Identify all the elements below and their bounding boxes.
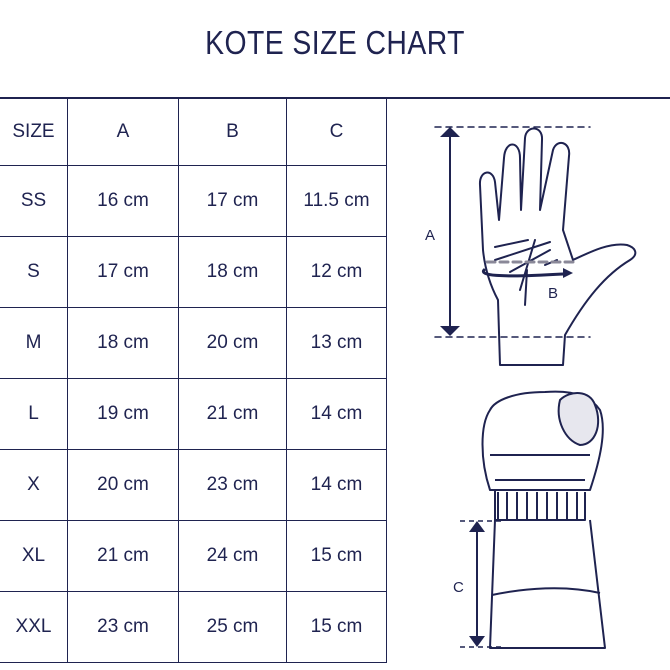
size-cell: SS: [0, 165, 68, 237]
table-row: M 18 cm 20 cm 13 cm: [0, 307, 387, 379]
b-cell: 17 cm: [178, 165, 287, 237]
table-row: XXL 23 cm 25 cm 15 cm: [0, 591, 387, 663]
size-cell: L: [0, 378, 68, 450]
c-cell: 13 cm: [286, 307, 387, 379]
size-table: SIZE A B C SS 16 cm 17 cm 11.5 cm S 17 cm 18 c…: [0, 98, 387, 663]
label-a: A: [425, 227, 435, 244]
b-cell: 24 cm: [178, 520, 287, 592]
c-cell: 11.5 cm: [286, 165, 387, 237]
c-cell: 12 cm: [286, 236, 387, 308]
b-cell: 23 cm: [178, 449, 287, 521]
size-cell: M: [0, 307, 68, 379]
b-cell: 25 cm: [178, 591, 287, 663]
a-cell: 23 cm: [67, 591, 179, 663]
label-b: B: [548, 285, 558, 302]
c-cell: 15 cm: [286, 591, 387, 663]
a-cell: 17 cm: [67, 236, 179, 308]
page-title: KOTE SIZE CHART: [205, 24, 465, 61]
a-cell: 19 cm: [67, 378, 179, 450]
size-cell: S: [0, 236, 68, 308]
size-cell: X: [0, 449, 68, 521]
table-row: S 17 cm 18 cm 12 cm: [0, 236, 387, 308]
a-cell: 21 cm: [67, 520, 179, 592]
header-b: B: [178, 98, 287, 166]
hand-illustration: [478, 127, 637, 366]
label-c: C: [453, 579, 464, 596]
c-cell: 14 cm: [286, 449, 387, 521]
header-a: A: [67, 98, 179, 166]
kote-measurement-diagram: A B C: [425, 126, 637, 649]
header-c: C: [286, 98, 387, 166]
a-cell: 18 cm: [67, 307, 179, 379]
table-row: L 19 cm 21 cm 14 cm: [0, 378, 387, 450]
table-row: XL 21 cm 24 cm 15 cm: [0, 520, 387, 592]
table-row: SS 16 cm 17 cm 11.5 cm: [0, 165, 387, 237]
b-cell: 20 cm: [178, 307, 287, 379]
size-cell: XXL: [0, 591, 68, 663]
c-cell: 15 cm: [286, 520, 387, 592]
c-cell: 14 cm: [286, 378, 387, 450]
size-cell: XL: [0, 520, 68, 592]
kote-glove-illustration: [460, 390, 606, 649]
table-header-row: SIZE A B C: [0, 98, 387, 166]
a-cell: 16 cm: [67, 165, 179, 237]
b-cell: 18 cm: [178, 236, 287, 308]
b-cell: 21 cm: [178, 378, 287, 450]
table-row: X 20 cm 23 cm 14 cm: [0, 449, 387, 521]
header-size: SIZE: [0, 98, 68, 166]
a-cell: 20 cm: [67, 449, 179, 521]
